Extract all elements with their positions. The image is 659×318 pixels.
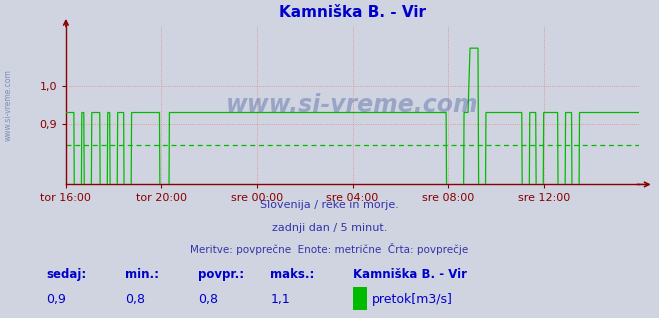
Text: www.si-vreme.com: www.si-vreme.com [226,93,479,117]
Text: Slovenija / reke in morje.: Slovenija / reke in morje. [260,200,399,210]
Title: Kamniška B. - Vir: Kamniška B. - Vir [279,5,426,20]
Text: maks.:: maks.: [270,268,314,281]
Text: 0,8: 0,8 [198,293,217,306]
Text: 0,8: 0,8 [125,293,145,306]
Text: Meritve: povprečne  Enote: metrične  Črta: povprečje: Meritve: povprečne Enote: metrične Črta:… [190,243,469,255]
Text: sedaj:: sedaj: [46,268,86,281]
Text: 0,9: 0,9 [46,293,66,306]
Text: min.:: min.: [125,268,159,281]
Text: 1,1: 1,1 [270,293,290,306]
Text: pretok[m3/s]: pretok[m3/s] [372,293,453,306]
Text: zadnji dan / 5 minut.: zadnji dan / 5 minut. [272,223,387,232]
Text: www.si-vreme.com: www.si-vreme.com [3,69,13,141]
Text: Kamniška B. - Vir: Kamniška B. - Vir [353,268,467,281]
Text: povpr.:: povpr.: [198,268,244,281]
